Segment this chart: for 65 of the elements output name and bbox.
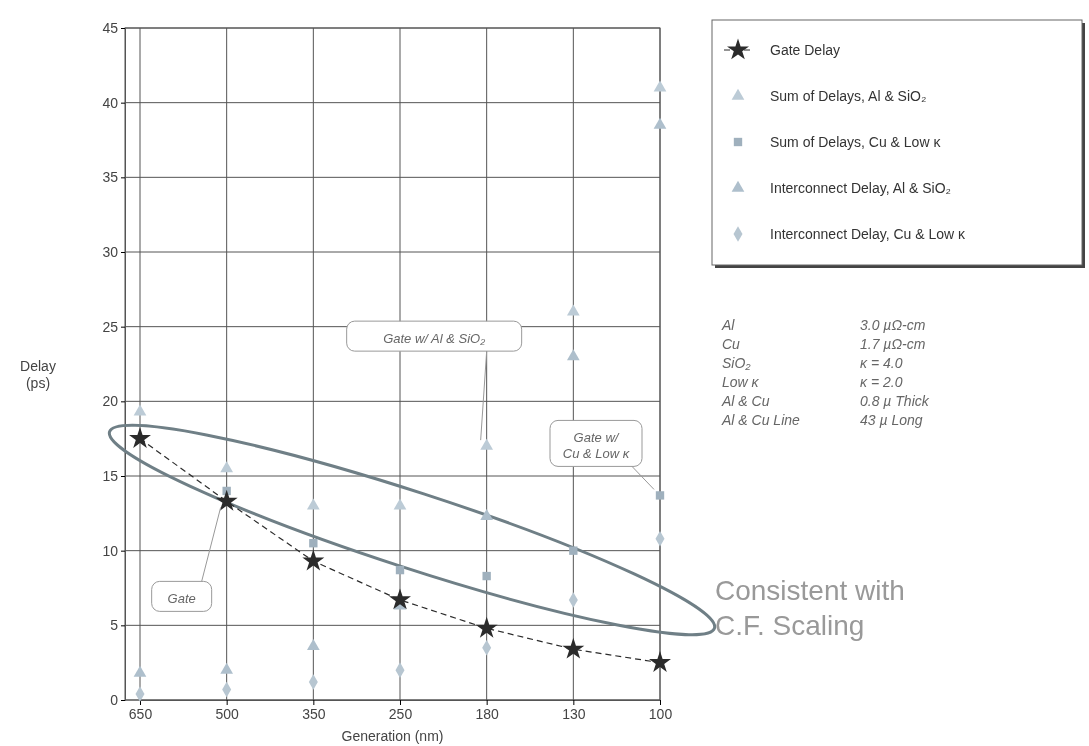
legend-label: Gate Delay: [770, 42, 841, 58]
point: [480, 508, 494, 520]
point: [133, 404, 147, 416]
text: 3.0 µΩ-cm: [860, 317, 926, 333]
legend-label: Sum of Delays, Cu & Low κ: [770, 134, 942, 150]
point: [393, 498, 407, 510]
point: [133, 665, 147, 677]
point: [129, 427, 151, 449]
y-tick-label: 5: [110, 617, 119, 634]
y-tick-label: 20: [102, 393, 119, 410]
point: [306, 498, 320, 510]
point: [566, 304, 580, 316]
point: [220, 461, 234, 473]
x-tick-label: 180: [475, 706, 500, 723]
text: Al & Cu Line: [721, 412, 801, 428]
x-tick-label: 500: [215, 706, 240, 723]
point: [389, 588, 411, 610]
point: [480, 438, 494, 450]
point: [649, 651, 671, 673]
y-tick-label: 35: [102, 169, 119, 186]
point: [482, 571, 491, 581]
y-tick-label: 10: [102, 542, 119, 559]
text: 1.7 µΩ-cm: [860, 336, 926, 352]
text: Al & Cu: [721, 393, 770, 409]
text: 0.8 µ Thick: [860, 393, 930, 409]
text: κ = 4.0: [860, 355, 903, 371]
y-axis-title: Delay (ps): [20, 358, 56, 391]
x-tick-label: 350: [302, 706, 326, 723]
annotation: Gate w/ Cu & Low κ: [562, 430, 631, 462]
text: 43 µ Long: [860, 412, 923, 428]
y-tick-label: 15: [102, 467, 119, 484]
x-tick-label: 650: [128, 706, 153, 723]
x-axis-title: Generation (nm): [341, 728, 444, 744]
y-tick-label: 30: [102, 243, 119, 260]
point: [562, 637, 585, 659]
point: [569, 546, 578, 555]
point: [395, 565, 405, 575]
point: [655, 491, 665, 500]
point: [566, 349, 580, 361]
point: [653, 80, 667, 92]
point: [653, 117, 667, 129]
point: [302, 549, 325, 571]
legend-label: Sum of Delays, Al & SiO₂: [770, 88, 927, 104]
annotation: Gate w/ Al & SiO₂: [383, 331, 486, 347]
point: [306, 638, 320, 650]
annotation: Gate: [167, 591, 196, 607]
legend-label: Interconnect Delay, Cu & Low κ: [770, 226, 967, 242]
legend-label: Interconnect Delay, Al & SiO₂: [770, 180, 952, 196]
text: Low κ: [722, 374, 760, 390]
x-tick-label: 250: [388, 706, 413, 723]
point: [220, 662, 234, 674]
point: [215, 489, 238, 511]
x-tick-label: 100: [648, 706, 673, 723]
y-tick-label: 40: [102, 94, 119, 111]
text: Al: [721, 317, 736, 333]
x-tick-label: 130: [562, 706, 586, 723]
text: SiO₂: [722, 355, 752, 371]
point: [475, 616, 498, 638]
y-tick-label: 45: [102, 19, 119, 36]
y-tick-label: 25: [102, 318, 119, 335]
text: Cu: [722, 336, 741, 352]
text: Consistent with C.F. Scaling: [715, 575, 905, 641]
point: [309, 539, 318, 548]
text: κ = 2.0: [860, 374, 903, 390]
y-tick-label: 0: [110, 691, 119, 708]
